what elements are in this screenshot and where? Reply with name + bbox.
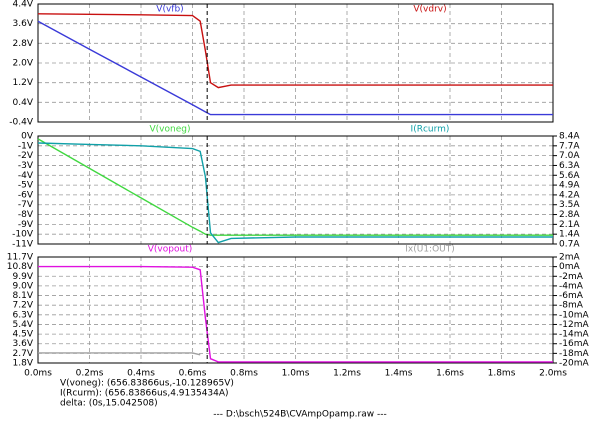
y-tick-label: 7.2V — [13, 301, 34, 311]
y2-tick-label: 5.6A — [559, 171, 580, 181]
y-tick-label: 0V — [21, 132, 34, 142]
y-tick-label: 1.2V — [13, 78, 34, 88]
file-name: --- D:\bsch\524B\CVAmpOpamp.raw --- — [213, 410, 386, 420]
y2-tick-label: 0mA — [559, 262, 580, 272]
y2-tick-label: -16mA — [559, 339, 589, 349]
y-tick-label: -2V — [18, 151, 34, 161]
y-tick-label: 3.6V — [13, 19, 34, 29]
y2-tick-label: 8.4A — [559, 132, 580, 142]
x-tick-label: 0.4ms — [127, 369, 155, 379]
y-tick-label: -1V — [18, 141, 34, 151]
y2-tick-label: -10mA — [559, 310, 589, 320]
pane-frame — [37, 135, 554, 245]
y2-tick-label: 2.1A — [559, 220, 580, 230]
y2-tick-label: -12mA — [559, 320, 589, 330]
y-tick-label: 9.9V — [13, 272, 34, 282]
y2-tick-label: 0.7A — [559, 240, 580, 250]
x-tick-label: 0.6ms — [179, 369, 207, 379]
x-tick-label: 1.8ms — [488, 369, 516, 379]
y2-tick-label: -20mA — [559, 359, 589, 369]
x-tick-label: 0.8ms — [230, 369, 258, 379]
y-tick-label: 2.0V — [13, 59, 34, 69]
y2-tick-label: -8mA — [559, 301, 584, 311]
y-tick-label: 3.6V — [13, 339, 34, 349]
y-tick-label: 10.8V — [7, 262, 34, 272]
y2-tick-label: 4.9A — [559, 181, 580, 191]
y2-tick-label: 3.5A — [559, 200, 580, 210]
series-title: V(vdrv) — [413, 5, 446, 15]
y2-tick-label: -14mA — [559, 330, 589, 340]
y-tick-label: -0.4V — [9, 118, 34, 128]
y2-tick-label: 7.7A — [559, 141, 580, 151]
cursor-readout: delta: (0s,15.042508) — [60, 399, 158, 409]
x-tick-label: 1.6ms — [436, 369, 464, 379]
y-tick-label: -11V — [12, 240, 34, 250]
y2-tick-label: 2.8A — [559, 210, 580, 220]
series-line — [38, 265, 553, 363]
pane-frame — [37, 3, 554, 123]
y-tick-label: -4V — [18, 171, 34, 181]
series-line — [37, 20, 553, 116]
cursor-readout: I(Rcurm): (656.83866us,4.9135434A) — [60, 389, 229, 399]
y-tick-label: -7V — [18, 200, 34, 210]
y2-tick-label: 4.2A — [559, 190, 580, 200]
y-tick-label: -9V — [18, 220, 34, 230]
x-tick-label: 0.2ms — [76, 369, 104, 379]
x-tick-label: 1.2ms — [333, 369, 361, 379]
y-tick-label: 9.0V — [13, 281, 34, 291]
series-line — [37, 13, 553, 89]
y2-tick-label: 1.4A — [559, 230, 580, 240]
y-tick-label: 1.8V — [13, 359, 34, 369]
series-title: V(vopout) — [148, 245, 192, 255]
series-line — [37, 138, 553, 236]
y2-tick-label: 6.3A — [559, 161, 580, 171]
x-tick-label: 1.4ms — [385, 369, 413, 379]
x-tick-label: 2.0ms — [539, 369, 567, 379]
series-title: V(vfb) — [156, 5, 183, 15]
cursor-readout: V(voneg): (656.83866us,-10.128965V) — [60, 379, 234, 389]
y-tick-label: 8.1V — [13, 291, 34, 301]
series-line — [37, 142, 553, 244]
y-tick-label: 2.7V — [13, 349, 34, 359]
x-tick-label: 0.0ms — [24, 369, 52, 379]
y2-tick-label: -4mA — [559, 281, 584, 291]
y-tick-label: -3V — [18, 161, 34, 171]
y-tick-label: -5V — [18, 181, 34, 191]
series-title: V(voneg) — [150, 125, 191, 135]
y-tick-label: -8V — [18, 210, 34, 220]
y-tick-label: 11.7V — [7, 253, 34, 263]
y-tick-label: 2.8V — [13, 39, 34, 49]
series-title: Ix(U1:OUT) — [405, 245, 455, 255]
y-tick-label: 5.4V — [13, 320, 34, 330]
series-line — [38, 352, 201, 356]
y2-tick-label: -18mA — [559, 349, 589, 359]
y-tick-label: 4.4V — [13, 0, 34, 10]
y2-tick-label: 7.0A — [559, 151, 580, 161]
y-tick-label: 0.4V — [13, 98, 34, 108]
pane-frame — [37, 256, 554, 364]
y-tick-label: 4.5V — [13, 330, 34, 340]
y-tick-label: -10V — [12, 230, 34, 240]
y2-tick-label: -6mA — [559, 291, 584, 301]
y-tick-label: 6.3V — [13, 310, 34, 320]
y2-tick-label: -2mA — [559, 272, 584, 282]
y-tick-label: -6V — [18, 190, 34, 200]
series-title: I(Rcurm) — [411, 125, 450, 135]
y2-tick-label: 2mA — [559, 253, 580, 263]
x-tick-label: 1.0ms — [282, 369, 310, 379]
